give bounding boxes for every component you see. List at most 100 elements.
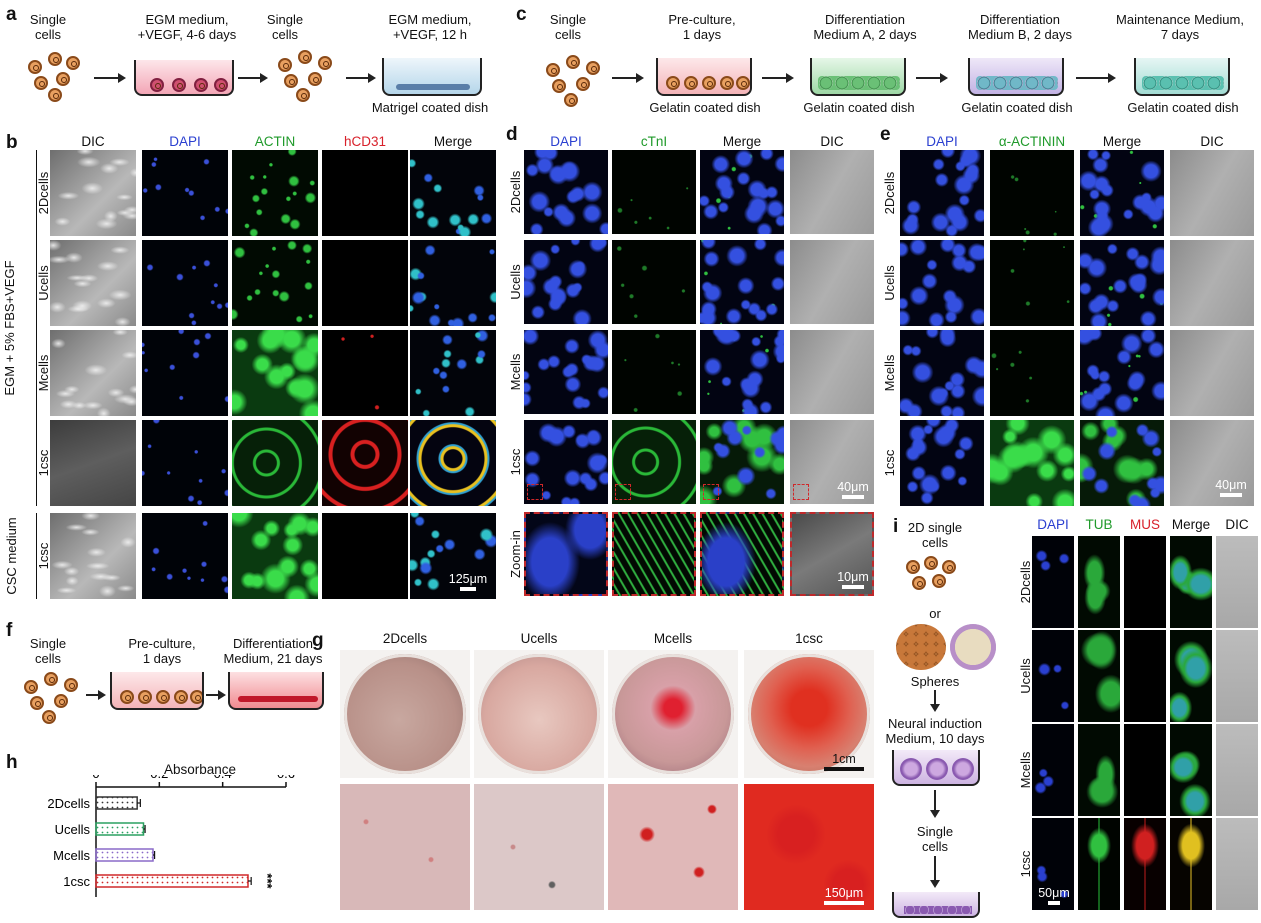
- i-channel-mus: MUS: [1130, 517, 1160, 532]
- g-scale-top-line: [824, 767, 864, 771]
- d-image-mcells-dic: [790, 330, 874, 414]
- e-image-ucells-1: [990, 240, 1074, 326]
- b-image-1csc-actin: [232, 513, 318, 599]
- i-image-ucells-tub: [1078, 630, 1120, 722]
- c-dish-4: [1134, 58, 1230, 96]
- i-image-mcells-mus: [1124, 724, 1166, 816]
- i-channel-tub: TUB: [1085, 517, 1113, 532]
- i-image-mcells-dic: [1216, 724, 1258, 816]
- i-image-2dcells-merge: [1170, 536, 1212, 628]
- e-channel-2: Merge: [1102, 134, 1142, 149]
- e-row-label-2: Mcells: [882, 354, 897, 392]
- i-sphere-cluster: [896, 624, 946, 670]
- i-scale-text: 50μm: [1038, 886, 1070, 900]
- e-channel-3: DIC: [1200, 134, 1224, 149]
- e-image-ucells-2: [1080, 240, 1164, 326]
- b-row-label-2: Mcells: [36, 354, 51, 392]
- e-image-ucells-0: [900, 240, 984, 326]
- x-tick-label: 0: [92, 775, 99, 781]
- i-image-2dcells-dapi: [1032, 536, 1074, 628]
- e-image-mcells-1: [990, 330, 1074, 416]
- a-dish-1: [134, 60, 234, 96]
- x-tick-label: 0.6: [277, 775, 295, 781]
- g-column-mcells: Mcells: [653, 631, 693, 646]
- b-scale-text: 125μm: [448, 572, 488, 586]
- i-image-mcells-merge: [1170, 724, 1212, 816]
- bar-2dcells: [95, 796, 138, 810]
- g-plate-ucells: [474, 650, 604, 778]
- b-scale-line: [460, 587, 476, 591]
- c-dish-label-3: Gelatin coated dish: [961, 100, 1073, 115]
- g-scale-top: 1cm: [822, 752, 866, 771]
- y-category-label: Mcells: [53, 848, 90, 863]
- c-dish-1: [656, 58, 752, 96]
- c-dish-label-1: Gelatin coated dish: [649, 100, 761, 115]
- f-step-1: Single cells: [29, 636, 67, 666]
- d-zoom-region: [527, 484, 543, 500]
- f-step-2: Pre-culture, 1 days: [128, 636, 196, 666]
- d-image-zoom-in-dapi: [524, 512, 608, 596]
- a-dish-2: [382, 58, 482, 96]
- i-image-ucells-dic: [1216, 630, 1258, 722]
- f-dish-1: [110, 672, 204, 710]
- i-image-1csc-mus: [1124, 818, 1166, 910]
- i-scale-bar: 50μm: [1034, 886, 1074, 905]
- d-channel-dic: DIC: [820, 134, 844, 149]
- d-image-ucells-dapi: [524, 240, 608, 324]
- e-image-1csc-0: [900, 420, 984, 506]
- c-step-4: Differentiation Medium B, 2 days: [967, 12, 1073, 42]
- b-image-1csc-dapi: [142, 513, 228, 599]
- a-arrow-3: [346, 73, 376, 83]
- g-plate-disc-mcells: [612, 654, 734, 774]
- d-image-1csc-dic: [790, 420, 874, 504]
- b-image-1csc-actin: [232, 420, 318, 506]
- i-image-ucells-dapi: [1032, 630, 1074, 722]
- a-arrow-2: [238, 73, 268, 83]
- c-dish-label-2: Gelatin coated dish: [803, 100, 915, 115]
- g-column-ucells: Ucells: [520, 631, 558, 646]
- d-image-ucells-ctni: [612, 240, 696, 324]
- e-image-ucells-3: [1170, 240, 1254, 326]
- g-scale-top-text: 1cm: [832, 752, 856, 766]
- panel-label-a: a: [6, 4, 17, 25]
- i-cell-cluster: [902, 556, 972, 604]
- d-zoom-scale-bar: 10μm: [832, 570, 874, 589]
- i-image-1csc-merge: [1170, 818, 1212, 910]
- b-image-ucells-dapi: [142, 240, 228, 326]
- d-scale-text: 40μm: [837, 480, 869, 494]
- e-image-1csc-2: [1080, 420, 1164, 506]
- b-image-2dcells-merge: [410, 150, 496, 236]
- panel-label-e: e: [880, 124, 891, 145]
- b-image-1csc-dapi: [142, 420, 228, 506]
- b-channel-dic: DIC: [81, 134, 105, 149]
- b-image-mcells-dapi: [142, 330, 228, 416]
- c-arrow-2: [762, 73, 794, 83]
- g-column-1csc: 1csc: [795, 631, 823, 646]
- d-zoom-region: [793, 484, 809, 500]
- bar-ucells: [95, 822, 145, 836]
- i-step-single: Single cells: [916, 824, 954, 854]
- b-image-1csc-dic: [50, 420, 136, 506]
- g-scale-bottom: 150μm: [822, 886, 866, 905]
- d-row-label-0: 2Dcells: [508, 170, 523, 214]
- e-row-label-1: Ucells: [882, 265, 897, 301]
- b-row-label-1: Ucells: [36, 265, 51, 301]
- d-image-mcells-dapi: [524, 330, 608, 414]
- i-dish-1: [892, 750, 980, 786]
- i-image-ucells-mus: [1124, 630, 1166, 722]
- g-plate-2dcells: [340, 650, 470, 778]
- b-channel-hcd31: hCD31: [343, 134, 387, 149]
- e-scale-bar: 40μm: [1210, 478, 1252, 497]
- a-step-1: Single cells: [29, 12, 67, 42]
- b-image-ucells-actin: [232, 240, 318, 326]
- e-image-1csc-3: [1170, 420, 1254, 506]
- panel-label-d: d: [506, 124, 518, 145]
- d-zoom-scale-line: [842, 585, 864, 589]
- d-channel-dapi: DAPI: [550, 134, 582, 149]
- c-dish-2: [810, 58, 906, 96]
- g-micrograph-ucells: [474, 784, 604, 910]
- i-step-spheres: Spheres: [910, 674, 960, 689]
- d-image-mcells-ctni: [612, 330, 696, 414]
- g-plate-disc-2dcells: [344, 654, 466, 774]
- a-step-4: EGM medium, +VEGF, 12 h: [388, 12, 472, 42]
